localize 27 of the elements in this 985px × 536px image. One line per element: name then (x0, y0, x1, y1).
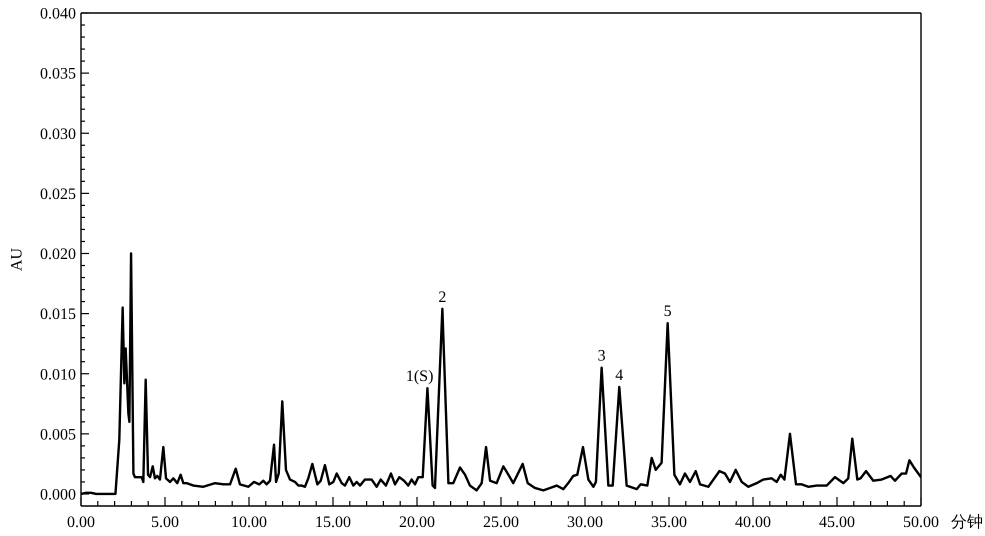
y-tick-label: 0.010 (40, 366, 76, 384)
x-axis-title: 分钟 (951, 514, 983, 531)
x-tick-label: 45.00 (819, 514, 855, 531)
annotation: 2 (438, 288, 446, 306)
x-tick-label: 25.00 (483, 514, 519, 531)
y-axis-title: AU (8, 248, 26, 272)
x-tick-label: 0.00 (67, 514, 95, 531)
x-tick-label: 30.00 (567, 514, 603, 531)
y-tick-label: 0.005 (40, 426, 76, 444)
x-tick-label: 10.00 (231, 514, 267, 531)
y-tick-label: 0.020 (40, 246, 76, 264)
annotation: 3 (598, 348, 606, 365)
x-tick-label: 15.00 (315, 514, 351, 531)
x-tick-label: 5.00 (151, 514, 179, 531)
annotation: 5 (664, 303, 672, 320)
x-tick-label: 35.00 (651, 514, 687, 531)
annotation: 4 (615, 366, 624, 384)
x-tick-label: 40.00 (735, 514, 771, 531)
y-tick-label: 0.030 (40, 126, 76, 143)
x-tick-label: 20.00 (399, 514, 435, 531)
x-tick-label: 50.00 (903, 514, 939, 531)
y-tick-label: 0.035 (40, 66, 76, 83)
y-tick-label: 0.000 (40, 486, 76, 504)
annotation: 1(S) (406, 368, 434, 386)
y-tick-label: 0.025 (40, 186, 76, 203)
y-tick-label: 0.015 (40, 306, 76, 324)
y-tick-label: 0.040 (40, 6, 76, 23)
